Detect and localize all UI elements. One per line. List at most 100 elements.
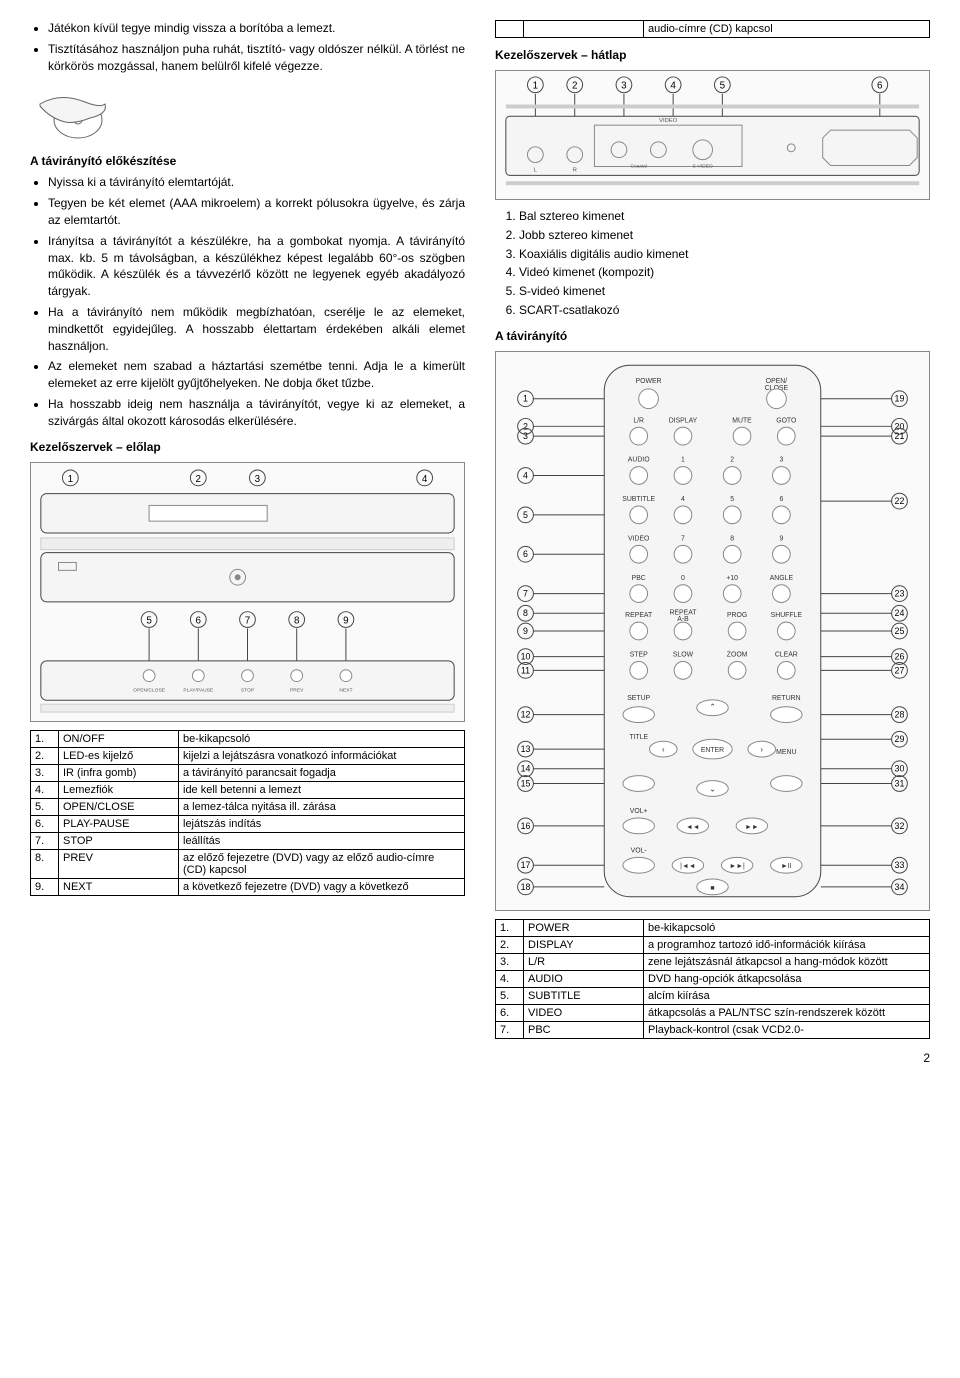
- svg-text:17: 17: [521, 860, 531, 870]
- svg-text:MENU: MENU: [776, 749, 796, 756]
- cell-desc: be-kikapcsoló: [179, 730, 465, 747]
- svg-text:5: 5: [730, 496, 734, 503]
- svg-text:PBC: PBC: [632, 575, 646, 582]
- cell-name: NEXT: [59, 878, 179, 895]
- svg-text:ANGLE: ANGLE: [770, 575, 794, 582]
- cell-desc: zene lejátszásnál átkapcsol a hang-módok…: [644, 953, 930, 970]
- svg-text:9: 9: [343, 615, 348, 626]
- svg-text:18: 18: [521, 882, 531, 892]
- hand-cleaning-diagram: [30, 84, 150, 144]
- svg-text:STOP: STOP: [241, 687, 255, 693]
- svg-text:3: 3: [523, 431, 528, 441]
- svg-text:SETUP: SETUP: [627, 695, 650, 702]
- svg-text:30: 30: [895, 764, 905, 774]
- svg-text:TITLE: TITLE: [629, 734, 648, 741]
- table-row: 9.NEXTa következő fejezetre (DVD) vagy a…: [31, 878, 465, 895]
- cell-num: 6.: [496, 1004, 524, 1021]
- svg-text:24: 24: [895, 608, 905, 618]
- list-item: Bal sztereo kimenet: [519, 208, 930, 225]
- cell-num: 2.: [31, 747, 59, 764]
- svg-text:SLOW: SLOW: [673, 651, 694, 658]
- svg-text:29: 29: [895, 734, 905, 744]
- list-item: SCART-csatlakozó: [519, 302, 930, 319]
- cell-name: AUDIO: [524, 970, 644, 987]
- table-row: 7.PBCPlayback-kontrol (csak VCD2.0-: [496, 1021, 930, 1038]
- table-row: 4.Lemezfiókide kell betenni a lemezt: [31, 781, 465, 798]
- svg-text:6: 6: [196, 615, 202, 626]
- bullet-item: Az elemeket nem szabad a háztartási szem…: [48, 358, 465, 392]
- cell-desc: Playback-kontrol (csak VCD2.0-: [644, 1021, 930, 1038]
- svg-text:9: 9: [779, 535, 783, 542]
- bullet-item: Tisztításához használjon puha ruhát, tis…: [48, 41, 465, 75]
- svg-text:PLAY/PAUSE: PLAY/PAUSE: [183, 687, 214, 693]
- svg-text:28: 28: [895, 709, 905, 719]
- cell-num: 5.: [496, 987, 524, 1004]
- rear-panel-diagram: 1 2 3 4 5 6 VIDEO: [495, 70, 930, 200]
- table-row: 6.VIDEOátkapcsolás a PAL/NTSC szín-rends…: [496, 1004, 930, 1021]
- svg-text:21: 21: [895, 431, 905, 441]
- svg-text:VOL+: VOL+: [630, 808, 648, 815]
- cell-num: 4.: [496, 970, 524, 987]
- rear-title: Kezelőszervek – hátlap: [495, 48, 930, 62]
- svg-text:1: 1: [523, 393, 528, 403]
- svg-text:REPEAT: REPEAT: [625, 612, 653, 619]
- svg-text:◄◄: ◄◄: [686, 824, 700, 831]
- cell-name: IR (infra gomb): [59, 764, 179, 781]
- page-number: 2: [30, 1051, 930, 1065]
- table-row: 6.PLAY-PAUSElejátszás indítás: [31, 815, 465, 832]
- svg-text:34: 34: [895, 882, 905, 892]
- svg-text:ZOOM: ZOOM: [727, 651, 748, 658]
- svg-text:►►: ►►: [745, 824, 759, 831]
- cell-name: POWER: [524, 919, 644, 936]
- svg-text:23: 23: [895, 588, 905, 598]
- svg-text:22: 22: [895, 496, 905, 506]
- svg-text:3: 3: [779, 457, 783, 464]
- svg-text:8: 8: [730, 535, 734, 542]
- cell-name: L/R: [524, 953, 644, 970]
- svg-text:2: 2: [196, 473, 201, 484]
- cell-desc: ide kell betenni a lemezt: [179, 781, 465, 798]
- svg-text:POWER: POWER: [636, 378, 662, 385]
- cell-desc: a távirányító parancsait fogadja: [179, 764, 465, 781]
- table-row: 2.LED-es kijelzőkijelzi a lejátszásra vo…: [31, 747, 465, 764]
- cont-cell: audio-címre (CD) kapcsol: [644, 21, 930, 38]
- svg-text:OPEN/CLOSE: OPEN/CLOSE: [133, 687, 166, 693]
- svg-text:2: 2: [572, 81, 577, 92]
- cell-num: 1.: [496, 919, 524, 936]
- cell-num: 2.: [496, 936, 524, 953]
- cell-name: Lemezfiók: [59, 781, 179, 798]
- svg-text:R: R: [573, 167, 577, 173]
- svg-text:NEXT: NEXT: [339, 687, 352, 693]
- svg-text:5: 5: [146, 615, 152, 626]
- svg-text:S-VIDEO: S-VIDEO: [693, 163, 713, 169]
- svg-text:7: 7: [245, 615, 250, 626]
- svg-text:GOTO: GOTO: [776, 417, 797, 424]
- cell-desc: a következő fejezetre (DVD) vagy a követ…: [179, 878, 465, 895]
- svg-text:■: ■: [710, 885, 714, 892]
- cell-desc: alcím kiírása: [644, 987, 930, 1004]
- cell-num: 3.: [496, 953, 524, 970]
- cell-num: 4.: [31, 781, 59, 798]
- table-row: 3.L/Rzene lejátszásnál átkapcsol a hang-…: [496, 953, 930, 970]
- svg-text:6: 6: [779, 496, 783, 503]
- table-row: 4.AUDIODVD hang-opciók átkapcsolása: [496, 970, 930, 987]
- svg-text:VIDEO: VIDEO: [628, 535, 650, 542]
- svg-text:DISPLAY: DISPLAY: [669, 417, 698, 424]
- cell-num: 7.: [31, 832, 59, 849]
- front-panel-diagram: 1 2 3 4 5 6 7 8 9: [30, 462, 465, 722]
- prep-title: A távirányító előkészítése: [30, 154, 465, 168]
- front-reference-table: 1.ON/OFFbe-kikapcsoló2.LED-es kijelzőkij…: [30, 730, 465, 896]
- svg-text:CLEAR: CLEAR: [775, 651, 798, 658]
- cell-name: LED-es kijelző: [59, 747, 179, 764]
- svg-text:14: 14: [521, 764, 531, 774]
- cell-name: VIDEO: [524, 1004, 644, 1021]
- list-item: Videó kimenet (kompozit): [519, 264, 930, 281]
- cell-desc: a programhoz tartozó idő-információk kií…: [644, 936, 930, 953]
- svg-text:9: 9: [523, 626, 528, 636]
- cell-desc: a lemez-tálca nyitása ill. zárása: [179, 798, 465, 815]
- svg-text:16: 16: [521, 821, 531, 831]
- svg-text:31: 31: [895, 778, 905, 788]
- svg-text:⌃: ⌃: [709, 703, 716, 712]
- svg-text:|◄◄: |◄◄: [680, 863, 695, 870]
- list-item: S-videó kimenet: [519, 283, 930, 300]
